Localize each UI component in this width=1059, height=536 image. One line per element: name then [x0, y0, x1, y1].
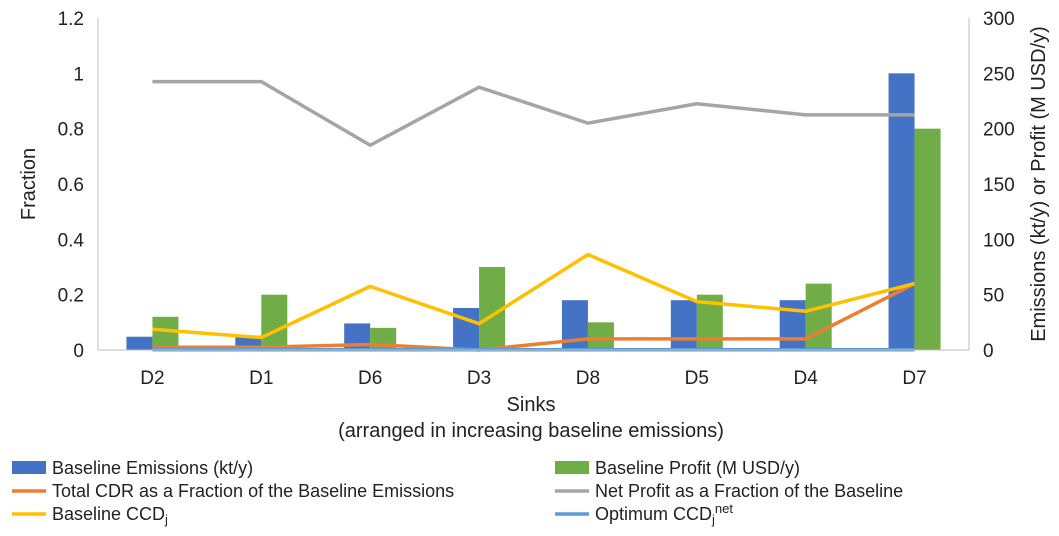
axes: 0 0.2 0.4 0.6 0.8 1 1.2 0 50 100 150 200 250 300 D2 D1 D… — [58, 9, 1015, 389]
legend-label: Baseline Profit (M USD/y) — [595, 458, 800, 478]
right-tick-label: 300 — [983, 9, 1015, 30]
x-axis-title: Sinks — [507, 394, 556, 416]
bar-profit — [587, 322, 614, 350]
x-tick-label: D8 — [576, 368, 600, 389]
left-tick-label: 1 — [73, 64, 84, 85]
left-tick-label: 1.2 — [58, 9, 84, 30]
left-tick-label: 0 — [73, 341, 84, 362]
bar-profit — [914, 128, 941, 350]
legend: Baseline Emissions (kt/y) Baseline Profit… — [12, 458, 903, 527]
right-tick-label: 200 — [983, 120, 1015, 141]
legend-label-subscript: j — [164, 512, 168, 527]
legend-swatch — [555, 461, 589, 474]
net-profit-fraction-line — [152, 79, 915, 148]
legend-label-superscript: net — [715, 501, 733, 516]
legend-label-name: Baseline Emissions (kt/y) — [52, 458, 253, 478]
legend-label-name: Baseline Profit (M USD/y) — [595, 458, 800, 478]
left-tick-label: 0.4 — [58, 230, 85, 251]
bar-emissions — [126, 336, 153, 350]
x-tick-label: D6 — [358, 368, 382, 389]
x-tick-label: D3 — [467, 368, 491, 389]
legend-label-name: Optimum CCD — [595, 504, 712, 524]
bar-profit — [261, 294, 288, 350]
legend-swatch — [12, 461, 46, 474]
left-y-axis-title: Fraction — [18, 148, 40, 220]
x-tick-label: D7 — [902, 368, 926, 389]
baseline-ccd-line — [152, 252, 915, 340]
legend-label-name: Baseline CCD — [52, 504, 165, 524]
right-tick-label: 250 — [983, 64, 1015, 85]
legend-label-name: Total CDR as a Fraction of the Baseline … — [52, 481, 454, 501]
left-tick-label: 0.2 — [58, 286, 84, 307]
legend-label: Total CDR as a Fraction of the Baseline … — [52, 481, 454, 501]
right-tick-label: 150 — [983, 175, 1015, 196]
right-tick-label: 50 — [983, 286, 1004, 307]
legend-label-subscript: j — [711, 512, 715, 527]
x-tick-label: D4 — [794, 368, 819, 389]
bar-emissions — [888, 73, 915, 350]
x-tick-label: D5 — [685, 368, 709, 389]
right-tick-label: 100 — [983, 230, 1015, 251]
left-tick-label: 0.6 — [58, 175, 84, 196]
plot-area — [126, 73, 941, 352]
bar-profit — [152, 316, 179, 350]
x-axis-subtitle: (arranged in increasing baseline emissio… — [338, 420, 724, 442]
legend-label: Net Profit as a Fraction of the Baseline — [595, 481, 903, 501]
legend-label: Baseline Emissions (kt/y) — [52, 458, 253, 478]
legend-label-name: Net Profit as a Fraction of the Baseline — [595, 481, 903, 501]
right-y-axis-title: Emissions (kt/y) or Profit (M USD/y) — [1028, 26, 1050, 342]
bar-profit — [805, 283, 832, 350]
x-tick-label: D2 — [140, 368, 164, 389]
left-tick-label: 0.8 — [58, 120, 84, 141]
right-tick-label: 0 — [983, 341, 994, 362]
cdr-fraction-line — [152, 282, 916, 352]
legend-label: Baseline CCDj — [52, 504, 168, 527]
legend-label: Optimum CCDjnet — [595, 501, 733, 527]
bar-emissions — [670, 300, 697, 350]
x-tick-label: D1 — [249, 368, 273, 389]
bar-emissions — [453, 307, 480, 350]
